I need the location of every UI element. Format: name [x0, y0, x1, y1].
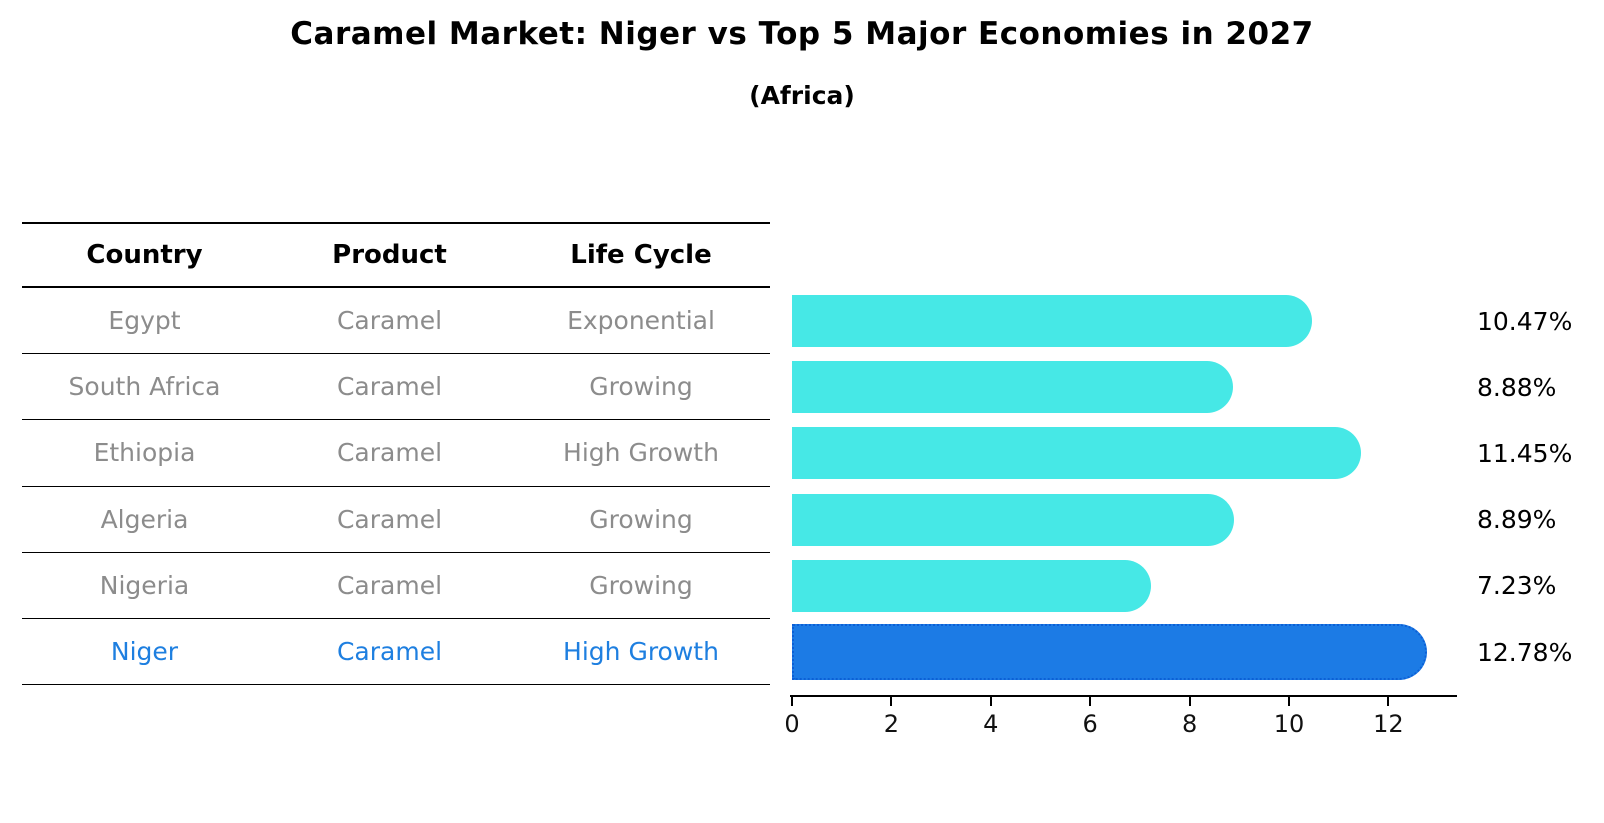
bar-plot-area [792, 288, 1457, 685]
country-cell: Ethiopia [93, 438, 196, 468]
country-table: Country Product Life Cycle Egypt Caramel E… [22, 222, 770, 686]
table-row-south-africa: South Africa Caramel Growing [22, 354, 770, 421]
axis-tick-label: 10 [1273, 710, 1305, 738]
axis-tick-label: 8 [1181, 710, 1198, 738]
table-header-row: Country Product Life Cycle [22, 222, 770, 288]
life-cycle-cell: Growing [589, 570, 693, 600]
table-body: Egypt Caramel Exponential South Africa Caram… [22, 288, 770, 686]
product-cell: Caramel [336, 306, 443, 336]
bar-value-label: 11.45% [1477, 438, 1573, 468]
axis-tick [1387, 697, 1390, 706]
axis-tick-label: 4 [983, 710, 999, 738]
country-cell: Nigeria [99, 570, 190, 600]
axis-tick [989, 697, 992, 706]
bar-row [792, 420, 1457, 486]
bar-value-label: 8.89% [1477, 505, 1557, 535]
life-cycle-cell: Growing [589, 372, 693, 402]
country-cell: Niger [110, 637, 179, 667]
bar-value-label: 8.88% [1477, 372, 1557, 402]
life-cycle-cell: High Growth [563, 438, 719, 468]
bar-niger [792, 623, 1428, 680]
country-cell: Egypt [108, 306, 181, 336]
bar-algeria [792, 493, 1234, 546]
bar-row [792, 619, 1457, 685]
bar-value-label: 12.78% [1477, 637, 1573, 667]
bar-ethiopia [792, 427, 1362, 480]
axis-tick-label: 12 [1373, 710, 1404, 738]
bar-row [792, 487, 1457, 553]
x-axis-line [790, 695, 1457, 697]
table-row-algeria: Algeria Caramel Growing [22, 487, 770, 553]
bar-egypt [792, 295, 1313, 347]
life-cycle-cell: Exponential [567, 306, 715, 336]
x-axis-ticks: 0 2 4 6 8 10 12 [784, 697, 1457, 757]
table-row-nigeria: Nigeria Caramel Growing [22, 553, 770, 619]
table-row-niger: Niger Caramel High Growth [22, 619, 770, 686]
bar-row [792, 288, 1457, 354]
product-cell: Caramel [336, 504, 443, 534]
axis-tick-label: 2 [883, 710, 900, 738]
bar-value-labels: 10.47% 8.88% 11.45% 8.89% 7.23% 12.78% [1477, 288, 1603, 685]
product-cell: Caramel [336, 438, 443, 468]
header-country: Country [86, 240, 203, 270]
axis-tick [1089, 697, 1092, 706]
table-row-egypt: Egypt Caramel Exponential [22, 288, 770, 355]
header-life-cycle: Life Cycle [570, 240, 712, 270]
bar-row [792, 553, 1457, 619]
table-row-ethiopia: Ethiopia Caramel High Growth [22, 420, 770, 487]
axis-tick [890, 697, 893, 706]
product-cell: Caramel [336, 637, 443, 667]
header-product: Product [332, 240, 447, 270]
bar-value-label: 7.23% [1477, 571, 1557, 601]
bar-nigeria [792, 559, 1152, 612]
bar-row [792, 354, 1457, 420]
country-cell: South Africa [68, 372, 221, 402]
life-cycle-cell: Growing [589, 504, 693, 534]
bar-value-label: 10.47% [1477, 306, 1573, 336]
chart-subtitle: (Africa) [749, 81, 855, 110]
bar-south-africa [792, 361, 1234, 414]
axis-tick [1188, 697, 1191, 706]
axis-tick [791, 697, 793, 706]
axis-tick-label: 6 [1082, 710, 1098, 738]
axis-tick [1288, 697, 1290, 706]
axis-tick-label: 0 [784, 710, 800, 738]
country-cell: Algeria [100, 504, 189, 534]
life-cycle-cell: High Growth [563, 637, 719, 667]
chart-title: Caramel Market: Niger vs Top 5 Major Eco… [290, 16, 1314, 52]
product-cell: Caramel [336, 372, 443, 402]
product-cell: Caramel [336, 570, 443, 600]
